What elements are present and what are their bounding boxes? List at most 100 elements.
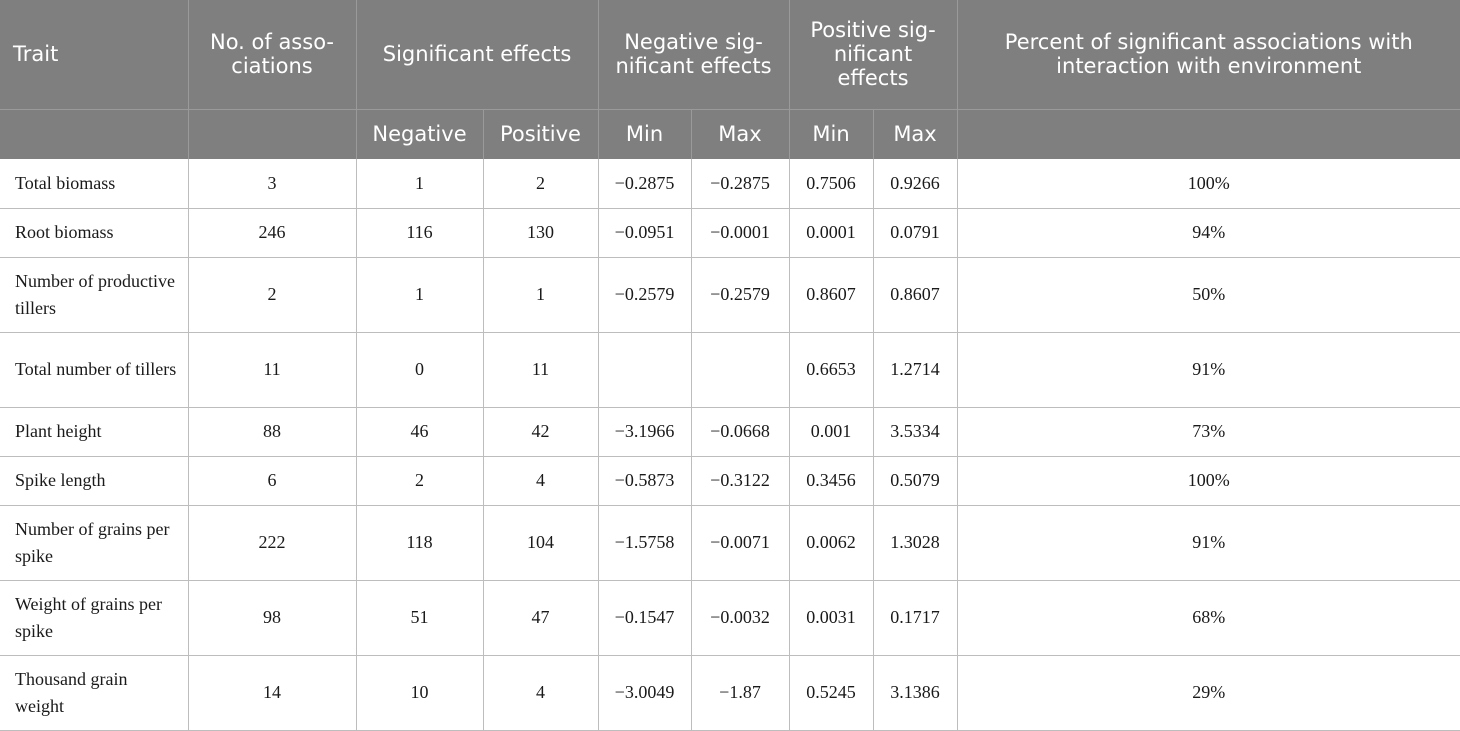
header-sub-neg-min: Min xyxy=(598,109,692,159)
cell-pct: 91% xyxy=(957,332,1460,408)
cell-pos: 1 xyxy=(483,257,599,333)
cell-pos: 130 xyxy=(483,208,599,258)
cell-neg-max: −0.0668 xyxy=(691,407,790,457)
cell-neg: 0 xyxy=(356,332,484,408)
header-sub-empty-num xyxy=(188,109,357,159)
cell-pos: 4 xyxy=(483,456,599,506)
cell-neg-max: −0.0071 xyxy=(691,505,790,581)
header-sub-pos-max: Max xyxy=(873,109,958,159)
header-sub-negative: Negative xyxy=(356,109,484,159)
cell-neg: 1 xyxy=(356,159,484,209)
cell-num: 88 xyxy=(188,407,357,457)
cell-pos: 42 xyxy=(483,407,599,457)
table-row: Total biomass 3 1 2 −0.2875 −0.2875 0.75… xyxy=(0,159,1460,209)
table-row: Weight of grains per spike 98 51 47 −0.1… xyxy=(0,580,1460,656)
cell-pos-max: 3.5334 xyxy=(873,407,958,457)
cell-neg-min: −3.1966 xyxy=(598,407,692,457)
cell-neg-min: −0.0951 xyxy=(598,208,692,258)
cell-pct: 100% xyxy=(957,456,1460,506)
cell-trait: Number of grains per spike xyxy=(0,505,189,581)
header-sub-pos-min: Min xyxy=(789,109,874,159)
cell-neg-max: −0.2579 xyxy=(691,257,790,333)
cell-neg-max: −0.3122 xyxy=(691,456,790,506)
cell-pos-max: 0.9266 xyxy=(873,159,958,209)
table-row: Total number of tillers 11 0 11 0.6653 1… xyxy=(0,332,1460,408)
cell-num: 6 xyxy=(188,456,357,506)
cell-pct: 50% xyxy=(957,257,1460,333)
cell-pos-max: 3.1386 xyxy=(873,655,958,731)
cell-neg: 1 xyxy=(356,257,484,333)
header-significant-effects: Significant effects xyxy=(356,0,599,110)
cell-neg-max: −0.2875 xyxy=(691,159,790,209)
cell-neg: 118 xyxy=(356,505,484,581)
cell-pos-min: 0.7506 xyxy=(789,159,874,209)
cell-pos-min: 0.0001 xyxy=(789,208,874,258)
cell-neg-min: −0.5873 xyxy=(598,456,692,506)
header-sub-empty-trait xyxy=(0,109,189,159)
cell-pct: 29% xyxy=(957,655,1460,731)
header-sub-neg-max: Max xyxy=(691,109,790,159)
cell-trait: Number of productive tillers xyxy=(0,257,189,333)
cell-pos-min: 0.0062 xyxy=(789,505,874,581)
cell-num: 246 xyxy=(188,208,357,258)
cell-pos-min: 0.3456 xyxy=(789,456,874,506)
table-row: Root biomass 246 116 130 −0.0951 −0.0001… xyxy=(0,208,1460,258)
header-positive-significant-effects: Positive sig-nificant effects xyxy=(789,0,958,110)
cell-neg-min: −1.5758 xyxy=(598,505,692,581)
cell-pos-min: 0.6653 xyxy=(789,332,874,408)
cell-neg-max: −1.87 xyxy=(691,655,790,731)
table-row: Spike length 6 2 4 −0.5873 −0.3122 0.345… xyxy=(0,456,1460,506)
cell-num: 2 xyxy=(188,257,357,333)
header-num-associations: No. of asso-ciations xyxy=(188,0,357,110)
header-sub-empty-pct xyxy=(957,109,1460,159)
cell-pct: 100% xyxy=(957,159,1460,209)
table-row: Number of grains per spike 222 118 104 −… xyxy=(0,505,1460,581)
cell-pct: 94% xyxy=(957,208,1460,258)
cell-neg: 10 xyxy=(356,655,484,731)
header-row-main: Trait No. of asso-ciations Significant e… xyxy=(0,0,1460,110)
cell-pos-min: 0.5245 xyxy=(789,655,874,731)
cell-pos-max: 0.8607 xyxy=(873,257,958,333)
cell-neg-min xyxy=(598,332,692,408)
cell-pos-min: 0.8607 xyxy=(789,257,874,333)
cell-pos-min: 0.001 xyxy=(789,407,874,457)
cell-num: 98 xyxy=(188,580,357,656)
cell-pct: 91% xyxy=(957,505,1460,581)
cell-neg: 2 xyxy=(356,456,484,506)
header-sub-positive: Positive xyxy=(483,109,599,159)
cell-pos: 11 xyxy=(483,332,599,408)
cell-pos: 104 xyxy=(483,505,599,581)
cell-trait: Thousand grain weight xyxy=(0,655,189,731)
cell-pct: 68% xyxy=(957,580,1460,656)
cell-neg-max: −0.0032 xyxy=(691,580,790,656)
cell-pos-max: 0.0791 xyxy=(873,208,958,258)
cell-trait: Total number of tillers xyxy=(0,332,189,408)
cell-trait: Total biomass xyxy=(0,159,189,209)
cell-neg: 116 xyxy=(356,208,484,258)
cell-pos-max: 1.2714 xyxy=(873,332,958,408)
cell-neg-max: −0.0001 xyxy=(691,208,790,258)
header-percent-interaction: Percent of significant associations with… xyxy=(957,0,1460,110)
cell-trait: Plant height xyxy=(0,407,189,457)
cell-trait: Weight of grains per spike xyxy=(0,580,189,656)
table-row: Thousand grain weight 14 10 4 −3.0049 −1… xyxy=(0,655,1460,731)
cell-trait: Spike length xyxy=(0,456,189,506)
cell-neg: 46 xyxy=(356,407,484,457)
header-trait: Trait xyxy=(0,0,189,110)
cell-pos: 4 xyxy=(483,655,599,731)
cell-neg-min: −0.1547 xyxy=(598,580,692,656)
cell-num: 3 xyxy=(188,159,357,209)
cell-pct: 73% xyxy=(957,407,1460,457)
cell-pos: 47 xyxy=(483,580,599,656)
cell-neg-max xyxy=(691,332,790,408)
table-header: Trait No. of asso-ciations Significant e… xyxy=(0,0,1460,159)
table-row: Plant height 88 46 42 −3.1966 −0.0668 0.… xyxy=(0,407,1460,457)
cell-num: 222 xyxy=(188,505,357,581)
cell-pos: 2 xyxy=(483,159,599,209)
cell-pos-min: 0.0031 xyxy=(789,580,874,656)
cell-pos-max: 0.5079 xyxy=(873,456,958,506)
cell-trait: Root biomass xyxy=(0,208,189,258)
cell-num: 14 xyxy=(188,655,357,731)
cell-num: 11 xyxy=(188,332,357,408)
